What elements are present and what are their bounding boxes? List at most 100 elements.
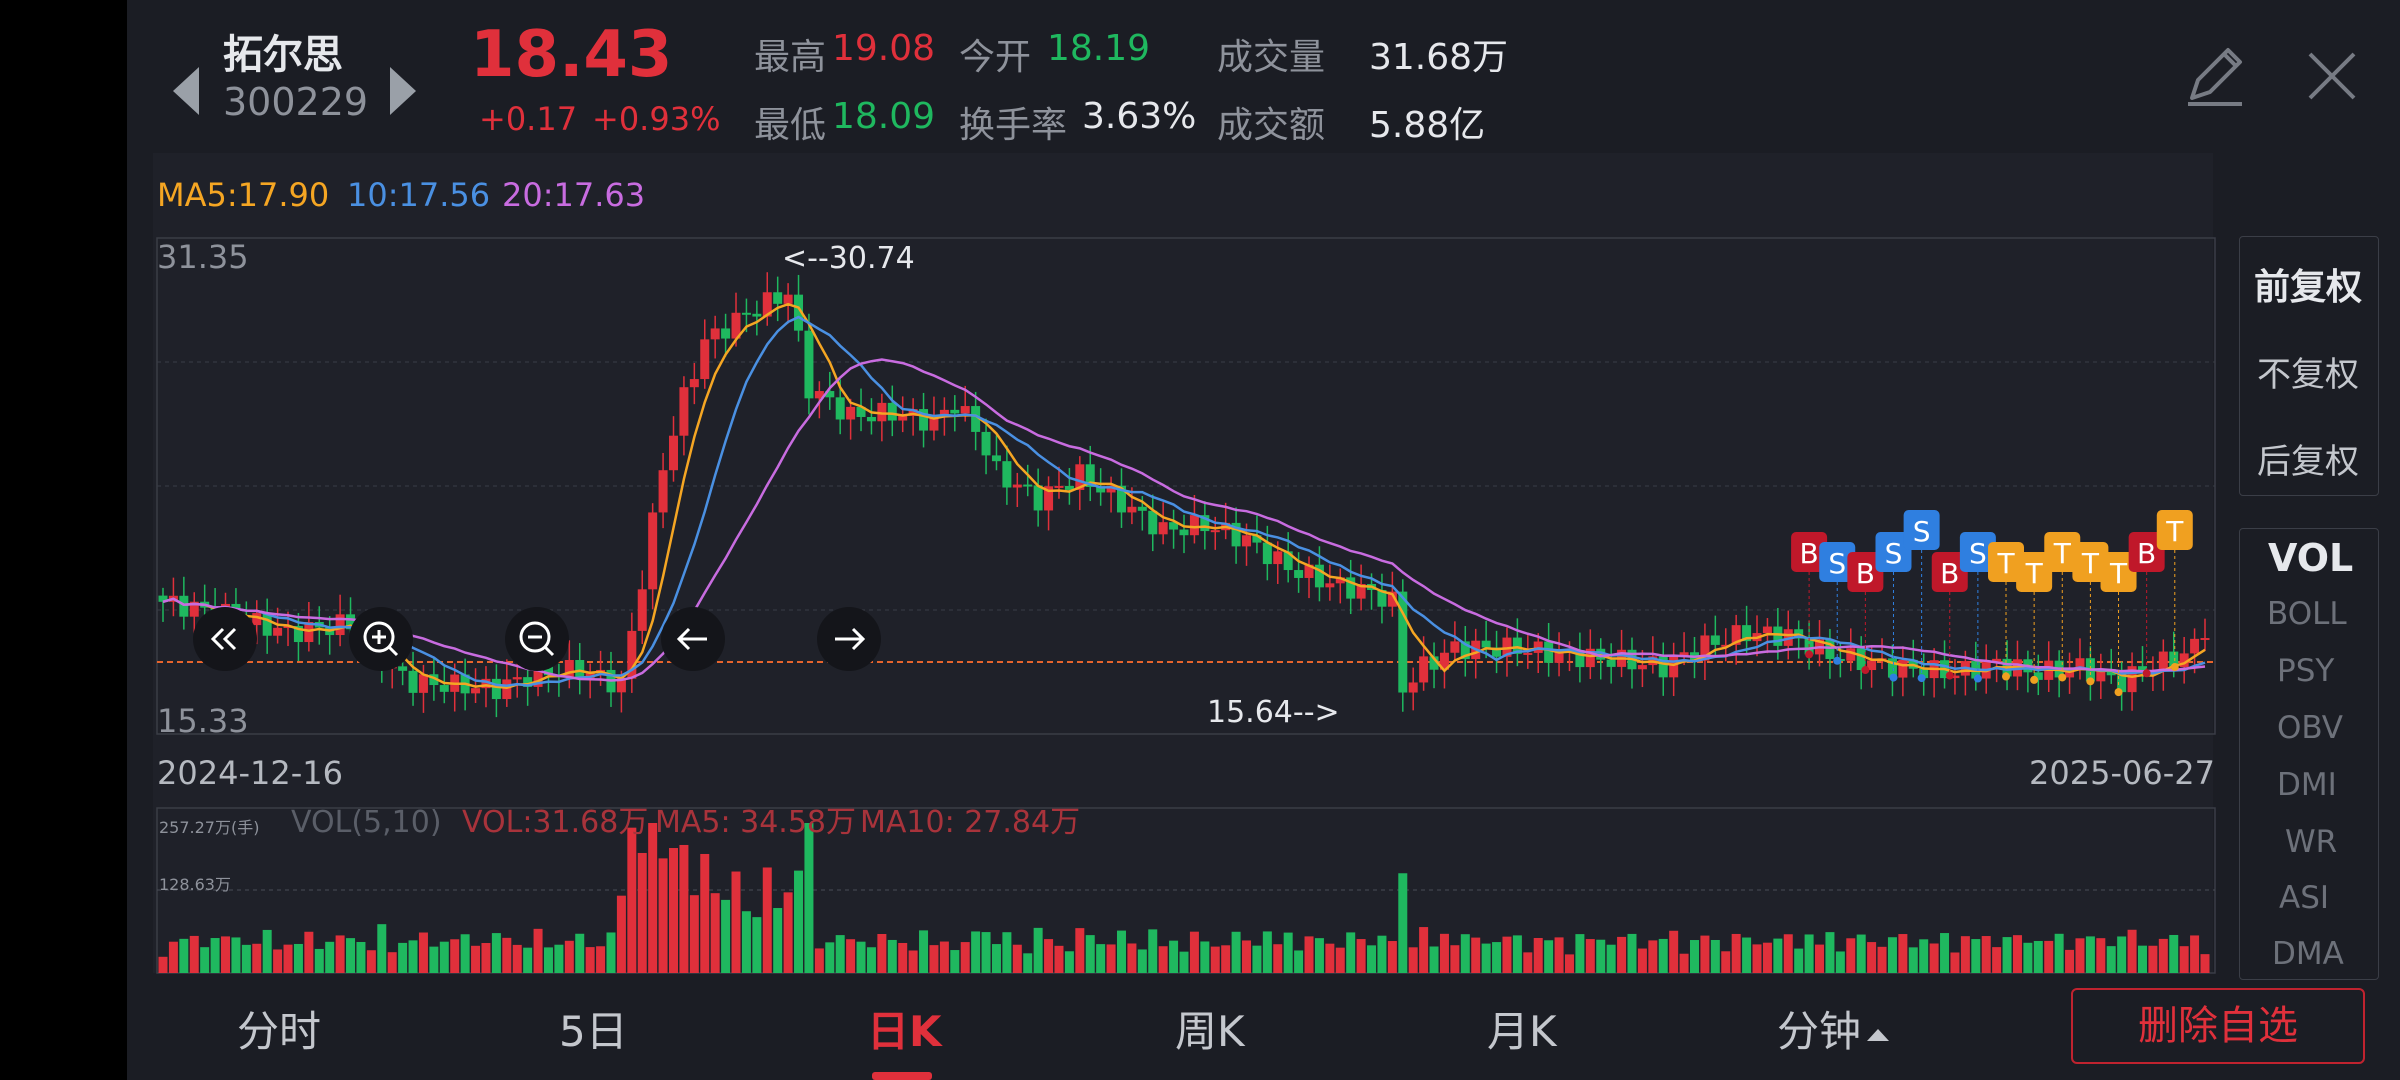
volume-bar bbox=[1596, 939, 1606, 973]
candle-body bbox=[1252, 535, 1262, 543]
scroll-left-button[interactable] bbox=[661, 607, 725, 671]
indicator-psy[interactable]: PSY bbox=[2277, 653, 2335, 689]
candle-body bbox=[491, 678, 501, 700]
next-stock-arrow-icon[interactable] bbox=[390, 67, 416, 115]
candle-body bbox=[304, 622, 314, 643]
candle-body bbox=[1398, 591, 1408, 693]
volume-bar bbox=[1825, 932, 1835, 973]
prev-stock-arrow-icon[interactable] bbox=[173, 67, 199, 115]
candle-body bbox=[1044, 486, 1054, 511]
volume-bar bbox=[1773, 938, 1783, 973]
candle-body bbox=[887, 402, 897, 421]
candle-body bbox=[752, 313, 762, 317]
tab-intraday[interactable]: 分时 bbox=[237, 1007, 322, 1056]
trade-marker-badge bbox=[1959, 532, 1996, 572]
scroll-right-button[interactable] bbox=[817, 607, 881, 671]
tab-monthly-k[interactable]: 月K bbox=[1487, 1007, 1557, 1056]
indicator-boll[interactable]: BOLL bbox=[2267, 596, 2347, 632]
delete-watchlist-button[interactable]: 删除自选 bbox=[2071, 988, 2365, 1064]
tab-5day[interactable]: 5日 bbox=[559, 1007, 628, 1056]
candle-body bbox=[1523, 652, 1533, 655]
volume-bar bbox=[2137, 945, 2147, 973]
trade-marker-dot bbox=[2170, 663, 2179, 672]
candle-body bbox=[1085, 464, 1095, 487]
candle-body bbox=[1023, 484, 1033, 487]
volume-bar bbox=[1200, 941, 1210, 973]
indicator-obv[interactable]: OBV bbox=[2277, 710, 2343, 746]
trade-marker-badge bbox=[2128, 532, 2165, 572]
chart-grid bbox=[156, 237, 2216, 974]
candle-body bbox=[1773, 626, 1783, 646]
tab-weekly-k[interactable]: 周K bbox=[1175, 1007, 1245, 1056]
trade-marker-dot bbox=[1973, 674, 1982, 683]
tab-daily-k[interactable]: 日K bbox=[867, 1007, 942, 1056]
volume-bar bbox=[1637, 948, 1647, 973]
trade-marker-badge bbox=[1988, 542, 2025, 582]
candle-body bbox=[2065, 669, 2075, 678]
candle-body bbox=[939, 409, 949, 417]
adjust-option-backward[interactable]: 后复权 bbox=[2257, 442, 2359, 482]
edit-icon[interactable] bbox=[2180, 40, 2250, 110]
volume-bar bbox=[1835, 951, 1845, 973]
zoom-in-button[interactable] bbox=[349, 607, 413, 671]
volume-bar bbox=[366, 950, 376, 973]
candle-body bbox=[2117, 675, 2127, 693]
candle-body bbox=[919, 409, 929, 431]
candle-body bbox=[2200, 638, 2210, 641]
volume-bar bbox=[2054, 933, 2064, 973]
indicator-dmi[interactable]: DMI bbox=[2277, 767, 2337, 803]
volume-bar bbox=[471, 945, 481, 973]
candle-body bbox=[1273, 551, 1283, 565]
volume-bar bbox=[408, 940, 418, 973]
volume-bar bbox=[1700, 935, 1710, 973]
min-price-annotation: 15.64--> bbox=[1207, 695, 1340, 730]
close-icon[interactable] bbox=[2302, 46, 2362, 106]
indicator-dma[interactable]: DMA bbox=[2272, 936, 2344, 972]
kline-chart[interactable]: 31.35 15.33 <--30.74 15.64--> 2024-12-16… bbox=[127, 0, 2400, 1080]
volume-bar bbox=[1012, 944, 1022, 973]
tab-minute[interactable]: 分钟 bbox=[1777, 998, 1890, 1059]
trade-marker-label: B bbox=[1940, 557, 1959, 590]
trade-marker-dot bbox=[1833, 656, 1842, 665]
candle-body bbox=[262, 613, 272, 636]
indicator-wr[interactable]: WR bbox=[2285, 824, 2338, 860]
adjust-options-panel bbox=[2239, 236, 2379, 496]
candle-body bbox=[804, 330, 814, 399]
volume-bar bbox=[1502, 936, 1512, 973]
adjust-option-none[interactable]: 不复权 bbox=[2257, 355, 2359, 395]
volume-bar bbox=[804, 823, 814, 973]
fast-back-button[interactable] bbox=[193, 607, 257, 671]
candle-body bbox=[1304, 564, 1314, 578]
trade-marker-label: T bbox=[2081, 547, 2100, 580]
indicator-asi[interactable]: ASI bbox=[2279, 880, 2330, 916]
candle-body bbox=[1710, 635, 1720, 645]
volume-bar bbox=[252, 943, 262, 973]
candle-body bbox=[1387, 591, 1397, 607]
candle-body bbox=[1314, 564, 1324, 588]
candle-body bbox=[1179, 529, 1189, 536]
candle-body bbox=[2033, 672, 2043, 680]
volume-bar bbox=[1783, 934, 1793, 973]
volume-bar bbox=[1148, 929, 1158, 973]
volume-bar bbox=[304, 931, 314, 973]
candle-body bbox=[1679, 652, 1689, 657]
volume-bar bbox=[898, 942, 908, 973]
volume-bar bbox=[221, 936, 231, 973]
trade-marker-dot bbox=[2030, 675, 2039, 684]
volume-bar bbox=[439, 941, 449, 973]
volume-bar bbox=[773, 908, 783, 973]
volume-bar bbox=[1512, 935, 1522, 973]
indicator-vol[interactable]: VOL bbox=[2268, 536, 2354, 580]
trade-marker-dot bbox=[1861, 666, 1870, 675]
candle-body bbox=[564, 659, 574, 678]
volume-label: 成交量 bbox=[1217, 37, 1326, 78]
caret-up-icon bbox=[1867, 1028, 1890, 1041]
volume-bar bbox=[2106, 946, 2116, 973]
volume-bar bbox=[575, 933, 585, 973]
zoom-out-button[interactable] bbox=[505, 607, 569, 671]
volume-bar bbox=[1627, 933, 1637, 973]
adjust-option-forward[interactable]: 前复权 bbox=[2254, 267, 2363, 308]
candle-body bbox=[2075, 658, 2085, 670]
volume-bar bbox=[1273, 944, 1283, 973]
